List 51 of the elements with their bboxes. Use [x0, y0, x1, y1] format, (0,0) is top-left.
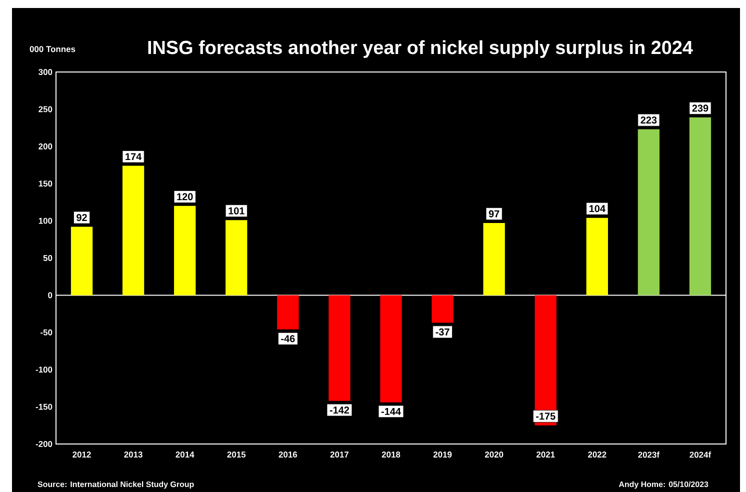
x-tick-label: 2014: [176, 452, 194, 458]
x-tick-label: 2012: [72, 452, 91, 458]
y-tick-label: -150: [36, 404, 52, 410]
x-tick-label: 2020: [484, 452, 504, 458]
data-label: 239: [692, 104, 708, 112]
x-tick-label: 2013: [124, 452, 142, 458]
data-label: -37: [436, 328, 450, 336]
chart-title: INSG forecasts another year of nickel supply surplus in 2024: [148, 40, 693, 58]
y-tick-label: 300: [38, 69, 52, 76]
bar: [483, 223, 505, 296]
data-label: 92: [76, 214, 87, 222]
bar: [174, 206, 196, 296]
y-tick-label: 250: [38, 106, 52, 112]
data-label: -46: [281, 335, 295, 342]
bar: [122, 166, 144, 296]
y-tick-label: -50: [40, 329, 52, 336]
bar: [432, 295, 454, 323]
y-tick-label: -100: [36, 366, 52, 373]
bar: [638, 129, 660, 296]
x-tick-label: 2018: [382, 452, 400, 458]
data-label: -144: [381, 408, 401, 415]
data-label: 97: [488, 210, 500, 218]
data-label: -142: [330, 406, 350, 414]
data-label: 120: [177, 193, 193, 200]
x-tick-label: 2019: [433, 452, 452, 458]
x-tick-label: 2015: [227, 452, 246, 458]
data-label: 104: [589, 205, 606, 212]
y-tick-label: 200: [38, 143, 52, 150]
x-tick-label: 2022: [588, 452, 606, 458]
bar: [277, 295, 299, 330]
bar: [328, 295, 350, 401]
x-tick-label: 2017: [330, 452, 349, 458]
y-tick-label: 50: [43, 255, 52, 261]
bar: [380, 295, 402, 402]
x-tick-label: 2021: [536, 452, 555, 458]
data-label: 101: [228, 207, 244, 214]
bar: [586, 218, 608, 296]
y-tick-label: -200: [36, 441, 52, 447]
data-label: 174: [126, 153, 142, 160]
data-label: 223: [640, 116, 657, 124]
bar: [689, 117, 712, 296]
y-tick-label: 150: [38, 180, 52, 187]
y-axis-title: 000 Tonnes: [30, 46, 76, 52]
x-tick-label: 2016: [278, 452, 298, 458]
bar: [226, 220, 248, 296]
y-tick-label: 100: [38, 218, 52, 224]
bar: [70, 226, 93, 296]
data-label: -175: [536, 412, 556, 420]
y-tick-label: 0: [48, 292, 52, 298]
x-tick-label: 2024f: [690, 452, 712, 458]
x-tick-label: 2023f: [638, 452, 660, 458]
